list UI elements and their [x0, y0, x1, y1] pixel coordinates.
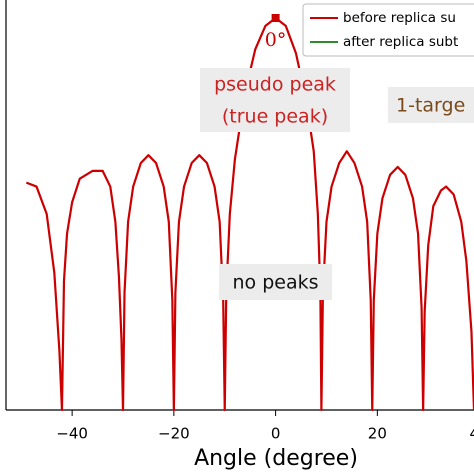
peak-marker: [271, 14, 280, 22]
x-tick-label: −20: [158, 425, 190, 443]
annotation-text: (true peak): [222, 106, 328, 128]
legend-label: before replica su: [343, 10, 456, 26]
annotation-text: pseudo peak: [214, 74, 336, 96]
annotation-text: no peaks: [232, 272, 318, 294]
annotation-box: [388, 87, 474, 123]
legend-label: after replica subt: [343, 34, 458, 50]
peak-label: 0°: [265, 29, 287, 51]
annotation-text: 1-targe: [396, 95, 465, 117]
x-tick-label: 20: [368, 425, 387, 443]
x-tick-label: −40: [56, 425, 88, 443]
annotation-box: [219, 264, 332, 300]
x-tick-label: 40: [470, 425, 474, 443]
x-axis-label: Angle (degree): [194, 446, 358, 471]
x-tick-label: 0: [271, 425, 281, 443]
annotation-box: [200, 68, 350, 132]
legend-box: [302, 3, 474, 57]
